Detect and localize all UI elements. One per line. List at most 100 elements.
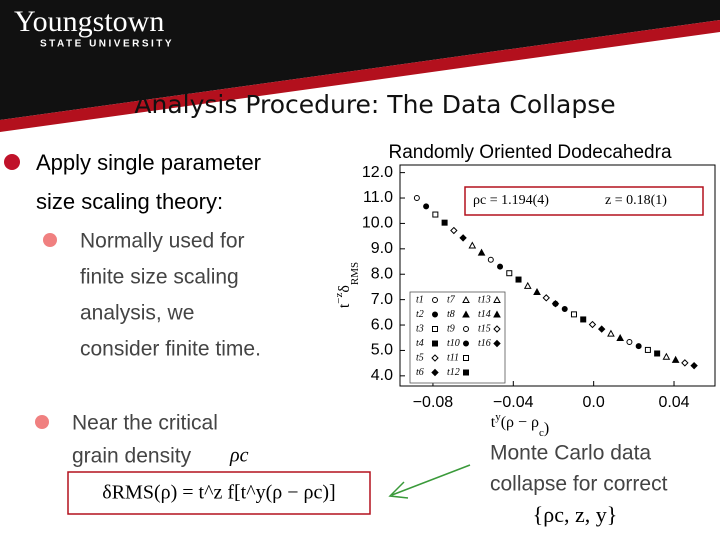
legend-marker [463,326,469,332]
x-tick-label: 0.0 [583,394,605,411]
bullet [4,154,20,170]
point [459,234,467,242]
caption: Monte Carlo data [490,442,651,465]
legend-label: t8 [447,309,455,320]
y-label-part: RMS [349,262,361,285]
sub-bullet [35,415,49,429]
point [497,263,504,270]
caption: collapse for correct [490,473,668,496]
header-stripe [0,20,720,132]
point [570,311,577,318]
legend-marker [432,340,438,347]
point [542,294,550,302]
equation-box [67,471,371,515]
legend-marker [432,311,438,318]
point [533,287,541,296]
bullet-text: Apply single parameter [36,150,261,175]
x-tick-label: −0.08 [413,394,454,411]
sub-bullet-text: grain density [72,445,192,468]
legend-marker [463,355,469,361]
x-label-part: t [491,414,496,431]
sub-bullet-text: consider finite time. [80,338,261,361]
point [681,359,689,367]
legend-marker [462,295,470,303]
y-tick-label: 12.0 [362,164,393,181]
point [561,306,568,313]
header-band [0,0,720,120]
x-label-part: c [539,427,544,439]
legend [409,291,506,384]
x-label-part: y [495,411,501,423]
arrow [391,464,471,496]
y-label-part: −z [333,293,345,304]
legend-label: t13 [478,294,491,305]
x-label-part: (ρ − ρ [501,414,539,431]
point [515,276,522,283]
x-label: ty(ρ − ρc) [491,411,550,439]
legend-marker [493,295,501,303]
legend-label: t15 [478,323,491,334]
legend-label: t9 [447,323,455,334]
point [506,270,513,277]
sub-bullet-text: Normally used for [80,230,245,253]
legend-marker [493,325,501,333]
point [644,346,651,353]
point [616,333,625,341]
point [607,329,615,337]
point [551,299,560,308]
legend-label: t6 [416,367,424,378]
legend-label: t3 [416,323,424,334]
point [432,211,439,218]
y-tick-label: 11.0 [363,189,393,206]
point [450,226,458,235]
legend-marker [432,297,438,303]
y-tick-label: 9.0 [371,240,393,257]
caption-params: {ρc, z, y} [533,502,618,527]
legend-marker [431,354,439,362]
point [413,195,420,202]
arrow-head [388,481,409,499]
sub-bullet-text: analysis, we [80,302,194,325]
legend-label: t4 [416,338,424,349]
sub-bullet [43,233,57,247]
legend-marker [493,310,501,318]
legend-label: t16 [478,338,491,349]
point [654,350,661,357]
point [487,256,494,263]
point [468,241,477,249]
point [580,316,587,323]
slide-title: Analysis Procedure: The Data Collapse [134,90,615,119]
point [523,281,532,289]
y-label: t−zδRMS [333,262,361,308]
y-tick-label: 6.0 [371,316,393,333]
point [588,320,597,329]
legend-marker [493,339,501,348]
symbol: ρc [229,445,249,467]
sub-bullet-text: Near the critical [72,412,218,435]
point [662,352,671,360]
legend-label: t7 [447,294,456,305]
annotation: ρc = 1.194(4) [473,193,549,208]
legend-label: t11 [447,352,459,363]
y-tick-label: 7.0 [371,291,393,308]
bullet-text: size scaling theory: [36,189,223,214]
point [671,355,680,363]
point [423,203,430,210]
legend-label: t12 [447,367,460,378]
legend-marker [463,340,469,347]
legend-marker [431,368,439,377]
logo-sub: STATE UNIVERSITY [40,39,174,50]
legend-marker [463,369,469,376]
legend-label: t5 [416,352,424,363]
point [690,361,698,370]
x-label-part: ) [544,420,549,437]
legend-label: t10 [447,338,460,349]
annotation-box [464,186,704,216]
legend-label: t2 [416,309,424,320]
y-tick-label: 10.0 [362,215,393,232]
point [441,219,448,226]
y-tick-label: 8.0 [371,265,393,282]
point [597,325,606,333]
x-tick-label: 0.04 [658,394,689,411]
